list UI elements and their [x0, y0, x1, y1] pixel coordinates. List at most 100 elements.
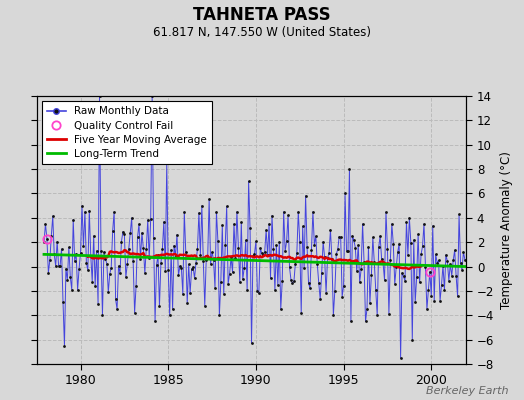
Point — [238, 276, 247, 282]
Point — [255, 290, 263, 296]
Point — [75, 266, 83, 272]
Point — [149, 234, 158, 241]
Point — [88, 278, 96, 285]
Point — [97, 248, 105, 254]
Point — [206, 261, 215, 267]
Point — [423, 306, 431, 312]
Point — [40, 239, 48, 246]
Point — [452, 273, 460, 280]
Point — [377, 256, 386, 262]
Point — [249, 253, 257, 259]
Point — [451, 247, 459, 253]
Point — [57, 246, 66, 252]
Point — [353, 268, 361, 274]
Point — [130, 310, 139, 316]
Point — [95, 93, 104, 99]
Point — [420, 221, 428, 227]
Point — [362, 318, 370, 324]
Point — [284, 212, 292, 218]
Point — [395, 240, 403, 247]
Point — [281, 248, 289, 254]
Point — [77, 250, 85, 256]
Point — [139, 245, 148, 252]
Point — [363, 306, 371, 312]
Point — [445, 278, 453, 284]
Point — [177, 265, 185, 271]
Point — [405, 215, 413, 221]
Point — [380, 277, 389, 283]
Point — [155, 303, 163, 309]
Point — [411, 299, 419, 305]
Point — [342, 248, 351, 254]
Point — [325, 250, 333, 256]
Point — [167, 247, 176, 253]
Point — [274, 282, 282, 288]
Point — [242, 237, 250, 244]
Point — [135, 221, 143, 227]
Point — [183, 300, 191, 306]
Point — [322, 290, 330, 296]
Point — [440, 287, 449, 293]
Point — [79, 243, 88, 250]
Point — [243, 287, 252, 294]
Point — [192, 260, 200, 266]
Point — [304, 280, 313, 286]
Point — [157, 260, 165, 266]
Point — [421, 264, 430, 270]
Point — [260, 249, 269, 256]
Point — [256, 245, 265, 251]
Point — [63, 276, 72, 283]
Point — [275, 239, 283, 245]
Point — [202, 256, 211, 263]
Point — [341, 190, 350, 197]
Point — [184, 261, 193, 268]
Point — [434, 257, 443, 264]
Point — [196, 252, 204, 258]
Point — [394, 249, 402, 256]
Point — [297, 310, 305, 316]
Point — [303, 244, 311, 250]
Point — [46, 257, 54, 264]
Point — [277, 306, 285, 312]
Point — [127, 215, 136, 221]
Point — [379, 260, 387, 266]
Point — [195, 210, 203, 216]
Point — [345, 166, 354, 172]
Point — [306, 285, 314, 291]
Point — [56, 263, 64, 269]
Point — [108, 227, 117, 234]
Point — [105, 271, 114, 277]
Point — [336, 234, 345, 240]
Point — [286, 264, 294, 271]
Point — [236, 279, 244, 286]
Point — [176, 263, 184, 270]
Point — [388, 221, 396, 227]
Point — [133, 234, 141, 240]
Point — [41, 221, 50, 227]
Y-axis label: Temperature Anomaly (°C): Temperature Anomaly (°C) — [500, 151, 512, 309]
Point — [60, 342, 69, 349]
Point — [350, 237, 358, 243]
Point — [328, 256, 336, 262]
Point — [43, 236, 51, 242]
Point — [291, 260, 300, 267]
Point — [140, 270, 149, 276]
Point — [410, 237, 418, 243]
Point — [81, 208, 89, 215]
Point — [312, 233, 320, 239]
Point — [171, 253, 180, 259]
Point — [94, 300, 102, 307]
Point — [338, 293, 346, 300]
Point — [320, 254, 329, 260]
Legend: Raw Monthly Data, Quality Control Fail, Five Year Moving Average, Long-Term Tren: Raw Monthly Data, Quality Control Fail, … — [42, 101, 212, 164]
Point — [223, 203, 231, 210]
Point — [214, 238, 222, 244]
Point — [208, 249, 216, 255]
Point — [246, 225, 254, 232]
Point — [313, 261, 322, 267]
Point — [331, 288, 339, 294]
Point — [351, 244, 359, 251]
Point — [136, 256, 145, 262]
Point — [224, 281, 232, 287]
Point — [329, 312, 337, 318]
